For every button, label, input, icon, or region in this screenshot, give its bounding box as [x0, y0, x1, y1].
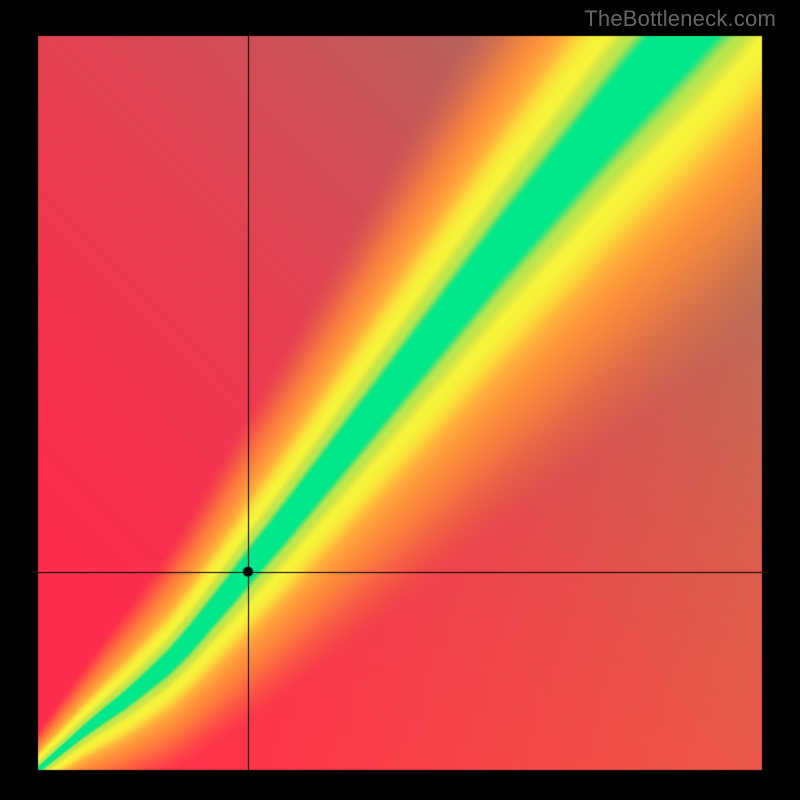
chart-frame: TheBottleneck.com: [0, 0, 800, 800]
watermark-text: TheBottleneck.com: [584, 6, 776, 32]
bottleneck-heatmap: [0, 0, 800, 800]
